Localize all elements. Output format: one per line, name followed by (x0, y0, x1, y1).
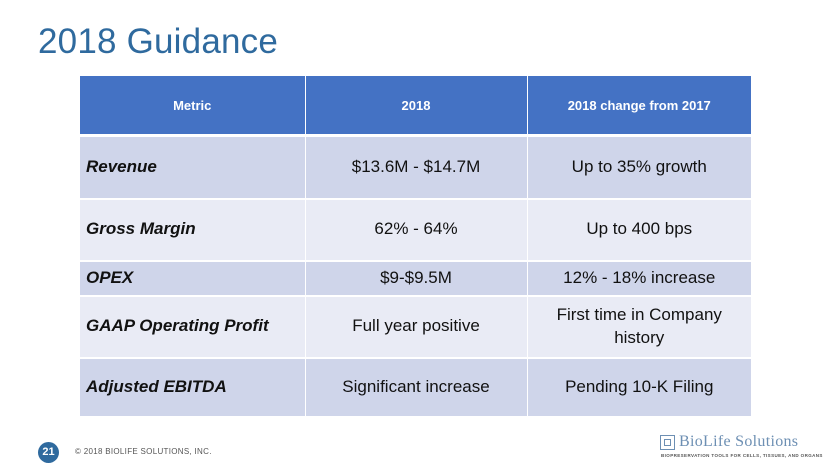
copyright-notice: © 2018 BIOLIFE SOLUTIONS, INC. (75, 447, 212, 456)
metric-cell: GAAP Operating Profit (80, 294, 306, 358)
value-2018-cell: $9-$9.5M (305, 259, 528, 296)
metric-cell: Revenue (80, 134, 306, 199)
company-logo: BioLife Solutions BIOPRESERVATION TOOLS … (660, 433, 822, 463)
change-cell: 12% - 18% increase (527, 259, 751, 296)
table-row: OPEX $9-$9.5M 12% - 18% increase (80, 259, 751, 296)
metric-cell: Gross Margin (80, 197, 306, 261)
metric-cell: Adjusted EBITDA (80, 356, 306, 416)
table-header-row: Metric 2018 2018 change from 2017 (80, 76, 751, 136)
metric-cell: OPEX (80, 259, 306, 296)
change-cell: Up to 35% growth (527, 134, 751, 199)
table-row: Revenue $13.6M - $14.7M Up to 35% growth (80, 134, 751, 199)
value-2018-cell: 62% - 64% (305, 197, 528, 261)
slide-title: 2018 Guidance (38, 22, 279, 61)
header-change: 2018 change from 2017 (527, 76, 751, 136)
guidance-table: Metric 2018 2018 change from 2017 Revenu… (80, 76, 751, 416)
table-row: Adjusted EBITDA Significant increase Pen… (80, 356, 751, 416)
table-row: GAAP Operating Profit Full year positive… (80, 294, 751, 358)
value-2018-cell: Full year positive (305, 294, 528, 358)
logo-tagline: BIOPRESERVATION TOOLS FOR CELLS, TISSUES… (661, 453, 823, 458)
page-number-badge: 21 (38, 442, 59, 463)
value-2018-cell: Significant increase (305, 356, 528, 416)
header-2018: 2018 (305, 76, 528, 136)
header-metric: Metric (80, 76, 306, 136)
change-cell: Up to 400 bps (527, 197, 751, 261)
logo-mark-icon (660, 435, 675, 450)
table-row: Gross Margin 62% - 64% Up to 400 bps (80, 197, 751, 261)
logo-name: BioLife Solutions (679, 433, 799, 450)
value-2018-cell: $13.6M - $14.7M (305, 134, 528, 199)
change-cell: Pending 10-K Filing (527, 356, 751, 416)
change-cell: First time in Company history (527, 294, 751, 358)
